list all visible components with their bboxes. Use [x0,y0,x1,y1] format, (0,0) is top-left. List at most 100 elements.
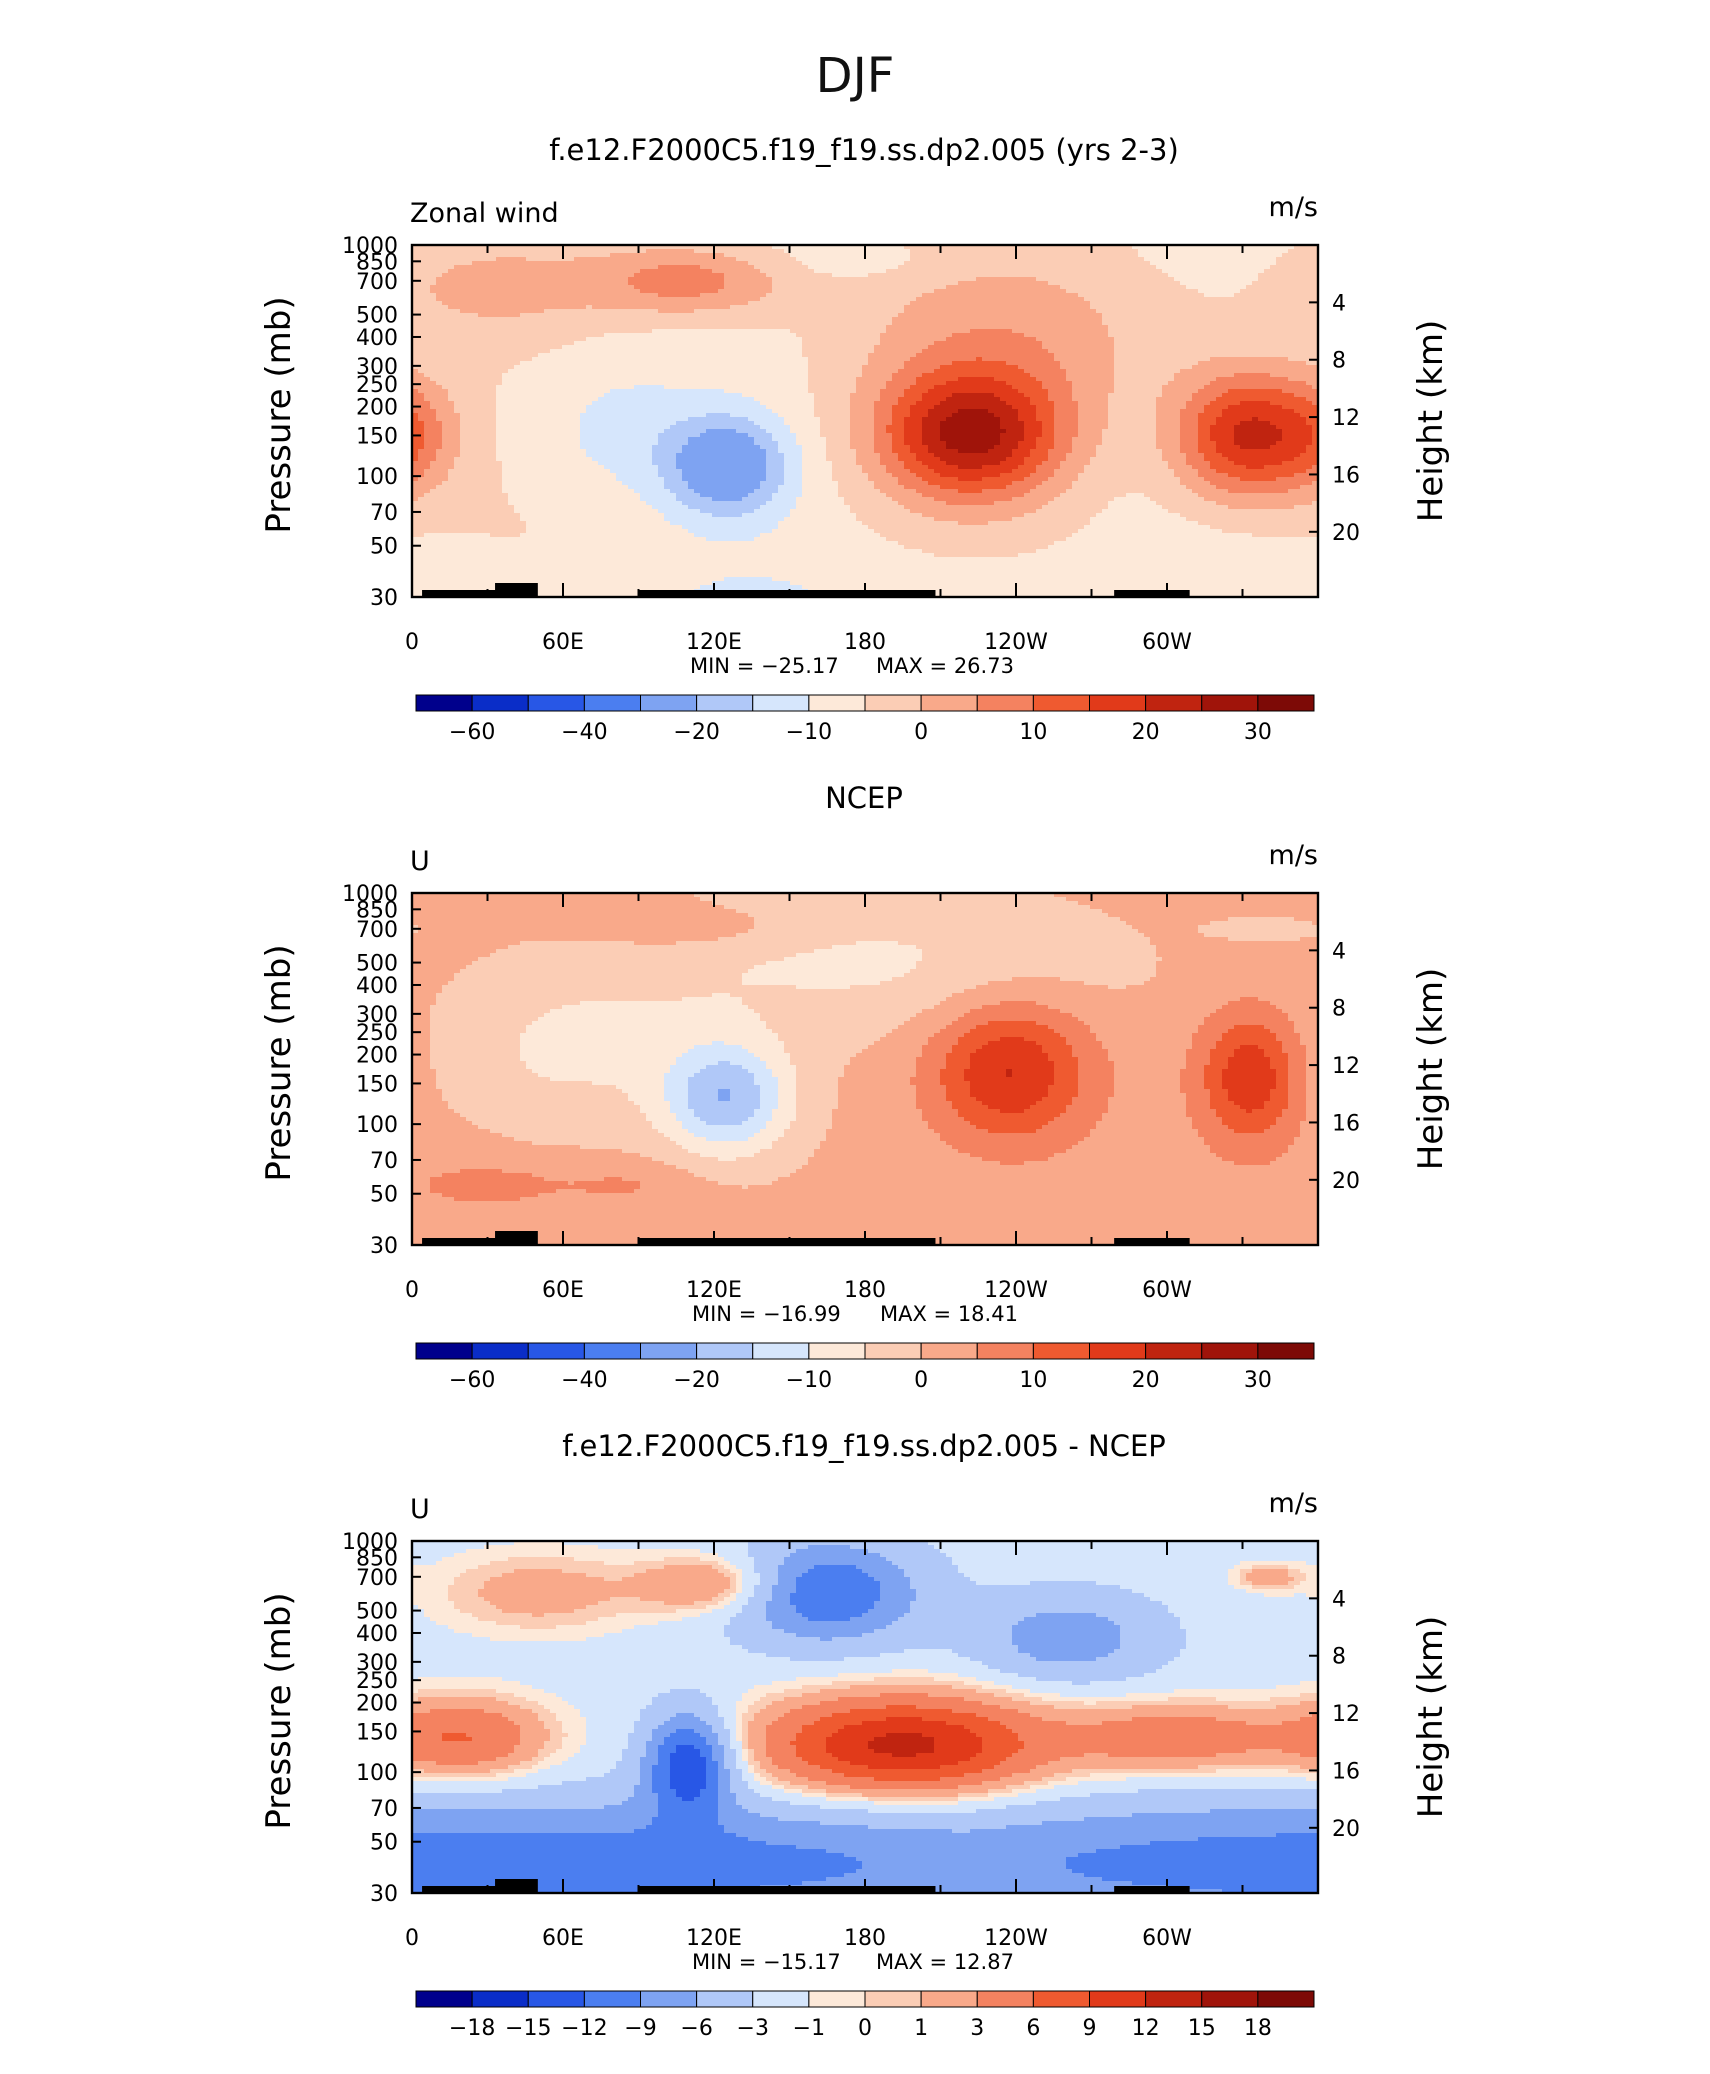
contour-cell [412,977,455,982]
contour-cell [640,1181,719,1186]
contour-cell [778,441,797,446]
contour-cell [1264,269,1319,274]
height-tick-label: 4 [1332,1587,1346,1612]
contour-cell [640,1777,653,1782]
contour-cell [748,417,785,422]
contour-cell [466,1733,521,1738]
contour-cell [580,421,677,426]
contour-cell [964,1681,995,1686]
contour-cell [952,1021,989,1026]
contour-cell [928,1041,959,1046]
contour-cell [1054,429,1079,434]
contour-cell [454,1197,521,1202]
contour-cell [412,1753,509,1758]
contour-cell [1042,429,1055,434]
contour-cell [766,961,917,966]
contour-cell [808,1785,851,1790]
contour-cell [478,1565,665,1570]
contour-cell [436,997,683,1002]
contour-cell [430,461,455,466]
contour-cell [844,501,899,506]
contour-cell [652,1785,671,1790]
contour-cell [802,1573,869,1578]
contour-cell [430,1061,527,1066]
contour-cell [670,521,779,526]
contour-cell [454,405,497,410]
contour-cell [742,981,881,986]
contour-cell [538,1701,569,1706]
contour-cell [874,413,893,418]
contour-cell [778,1777,809,1782]
contour-cell [1300,1133,1319,1138]
contour-cell [742,1693,767,1698]
contour-cell [922,477,959,482]
contour-cell [754,1757,773,1762]
contour-cell [412,585,701,590]
contour-cell [1210,1093,1229,1098]
contour-cell [940,1029,971,1034]
contour-cell [1312,437,1319,442]
contour-cell [634,1789,653,1794]
contour-cell [838,1101,917,1106]
contour-cell [610,389,725,394]
contour-cell [1234,461,1283,466]
contour-cell [1018,1673,1145,1678]
contour-cell [778,1717,821,1722]
contour-cell [742,1573,761,1578]
contour-cell [1228,473,1295,478]
contour-cell [742,1737,749,1742]
contour-cell [1180,429,1199,434]
contour-cell [670,1781,707,1786]
contour-cell [766,1705,803,1710]
contour-cell [520,1041,713,1046]
contour-cell [412,469,425,474]
contour-cell [1210,1097,1229,1102]
contour-cell [778,1569,809,1574]
contour-cell [1000,1761,1049,1766]
contour-cell [412,1737,443,1742]
contour-cell [964,1773,1013,1778]
contour-cell [742,997,947,1002]
contour-cell [460,1573,503,1578]
contour-cell [988,1129,1037,1134]
contour-cell [982,1045,1043,1050]
contour-cell [778,1581,797,1586]
contour-cell [754,537,887,542]
contour-cell [490,1637,587,1642]
contour-cell [760,505,797,510]
contour-cell [1114,385,1163,390]
contour-cell [1018,417,1037,422]
contour-cell [838,1077,911,1082]
contour-cell [496,257,527,262]
contour-cell [430,1057,521,1062]
contour-cell [802,1613,863,1618]
contour-cell [850,421,875,426]
contour-cell [1180,1617,1319,1622]
pressure-tick-label: 500 [356,952,398,977]
contour-cell [1078,1073,1115,1078]
contour-cell [658,1809,719,1814]
contour-cell [1300,453,1319,458]
contour-cell [436,297,761,302]
contour-cell [1036,377,1067,382]
contour-cell [424,433,443,438]
contour-cell [1270,1697,1319,1702]
contour-cell [658,1725,713,1730]
contour-cell [922,397,947,402]
colorbar-swatch [471,1990,529,2008]
contour-cell [1048,449,1073,454]
contour-cell [724,1721,737,1726]
panel-units-label: m/s [1269,840,1318,871]
contour-cell [436,457,455,462]
contour-cell [622,1089,665,1094]
contour-cell [814,949,923,954]
contour-cell [892,417,905,422]
colorbar-tick-label: −60 [449,1368,495,1393]
contour-cell [418,457,437,462]
contour-cell [826,453,857,458]
contour-cell [826,1877,1103,1882]
contour-cell [640,1153,701,1158]
contour-cell [832,1769,983,1774]
contour-cell [1282,389,1319,394]
pressure-tick-label: 150 [356,1072,398,1097]
